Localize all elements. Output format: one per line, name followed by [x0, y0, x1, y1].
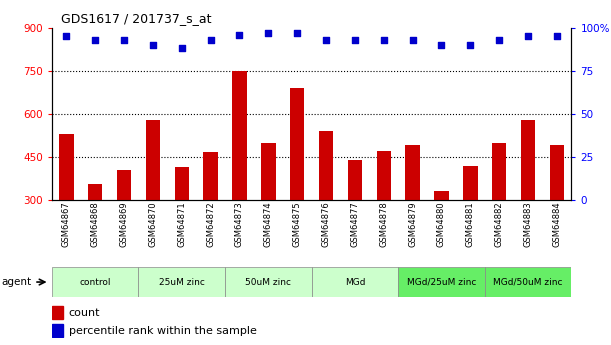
Point	[292, 30, 302, 36]
Point	[62, 33, 71, 39]
Point	[119, 37, 129, 42]
Text: 50uM zinc: 50uM zinc	[246, 277, 291, 287]
Point	[235, 32, 244, 37]
Text: GSM64869: GSM64869	[120, 201, 128, 247]
Text: GSM64873: GSM64873	[235, 201, 244, 247]
Bar	[225, 267, 312, 297]
Bar	[398, 267, 485, 297]
Text: GSM64870: GSM64870	[148, 201, 158, 247]
Bar	[175, 167, 189, 286]
Text: GSM64877: GSM64877	[350, 201, 359, 247]
Text: MGd/25uM zinc: MGd/25uM zinc	[407, 277, 476, 287]
Text: GSM64872: GSM64872	[206, 201, 215, 247]
Bar	[261, 142, 276, 286]
Point	[437, 42, 447, 48]
Point	[466, 42, 475, 48]
Point	[90, 37, 100, 42]
Point	[177, 46, 187, 51]
Text: GSM64879: GSM64879	[408, 201, 417, 247]
Text: GSM64882: GSM64882	[495, 201, 503, 247]
Text: GDS1617 / 201737_s_at: GDS1617 / 201737_s_at	[61, 12, 211, 25]
Point	[379, 37, 389, 42]
Bar	[232, 71, 247, 286]
Text: GSM64867: GSM64867	[62, 201, 71, 247]
Text: MGd: MGd	[345, 277, 365, 287]
Text: GSM64871: GSM64871	[177, 201, 186, 247]
Text: percentile rank within the sample: percentile rank within the sample	[68, 326, 257, 336]
Bar	[203, 152, 218, 286]
Bar	[376, 151, 391, 286]
Text: GSM64884: GSM64884	[552, 201, 562, 247]
Text: GSM64875: GSM64875	[293, 201, 302, 247]
Point	[350, 37, 360, 42]
Point	[148, 42, 158, 48]
Text: GSM64881: GSM64881	[466, 201, 475, 247]
Bar	[492, 142, 507, 286]
Text: GSM64880: GSM64880	[437, 201, 446, 247]
Text: 25uM zinc: 25uM zinc	[159, 277, 205, 287]
Bar	[405, 146, 420, 286]
Text: MGd/50uM zinc: MGd/50uM zinc	[493, 277, 563, 287]
Text: control: control	[79, 277, 111, 287]
Point	[263, 30, 273, 36]
Bar	[59, 134, 73, 286]
Bar	[117, 170, 131, 286]
Text: GSM64876: GSM64876	[321, 201, 331, 247]
Text: GSM64874: GSM64874	[264, 201, 273, 247]
Bar	[88, 184, 103, 286]
Point	[408, 37, 417, 42]
Bar	[434, 191, 448, 286]
Point	[523, 33, 533, 39]
Point	[206, 37, 216, 42]
Bar	[521, 120, 535, 286]
Bar	[290, 88, 304, 286]
Point	[552, 33, 562, 39]
Bar	[463, 166, 478, 286]
Bar	[348, 160, 362, 286]
Text: agent: agent	[1, 277, 31, 287]
Bar	[145, 120, 160, 286]
Bar	[319, 131, 333, 286]
Bar	[52, 324, 64, 337]
Bar	[52, 306, 64, 319]
Bar	[52, 267, 139, 297]
Bar	[312, 267, 398, 297]
Bar	[139, 267, 225, 297]
Bar	[485, 267, 571, 297]
Text: GSM64883: GSM64883	[524, 201, 533, 247]
Point	[494, 37, 504, 42]
Text: GSM64868: GSM64868	[90, 201, 100, 247]
Text: count: count	[68, 308, 100, 317]
Bar	[550, 146, 564, 286]
Text: GSM64878: GSM64878	[379, 201, 388, 247]
Point	[321, 37, 331, 42]
